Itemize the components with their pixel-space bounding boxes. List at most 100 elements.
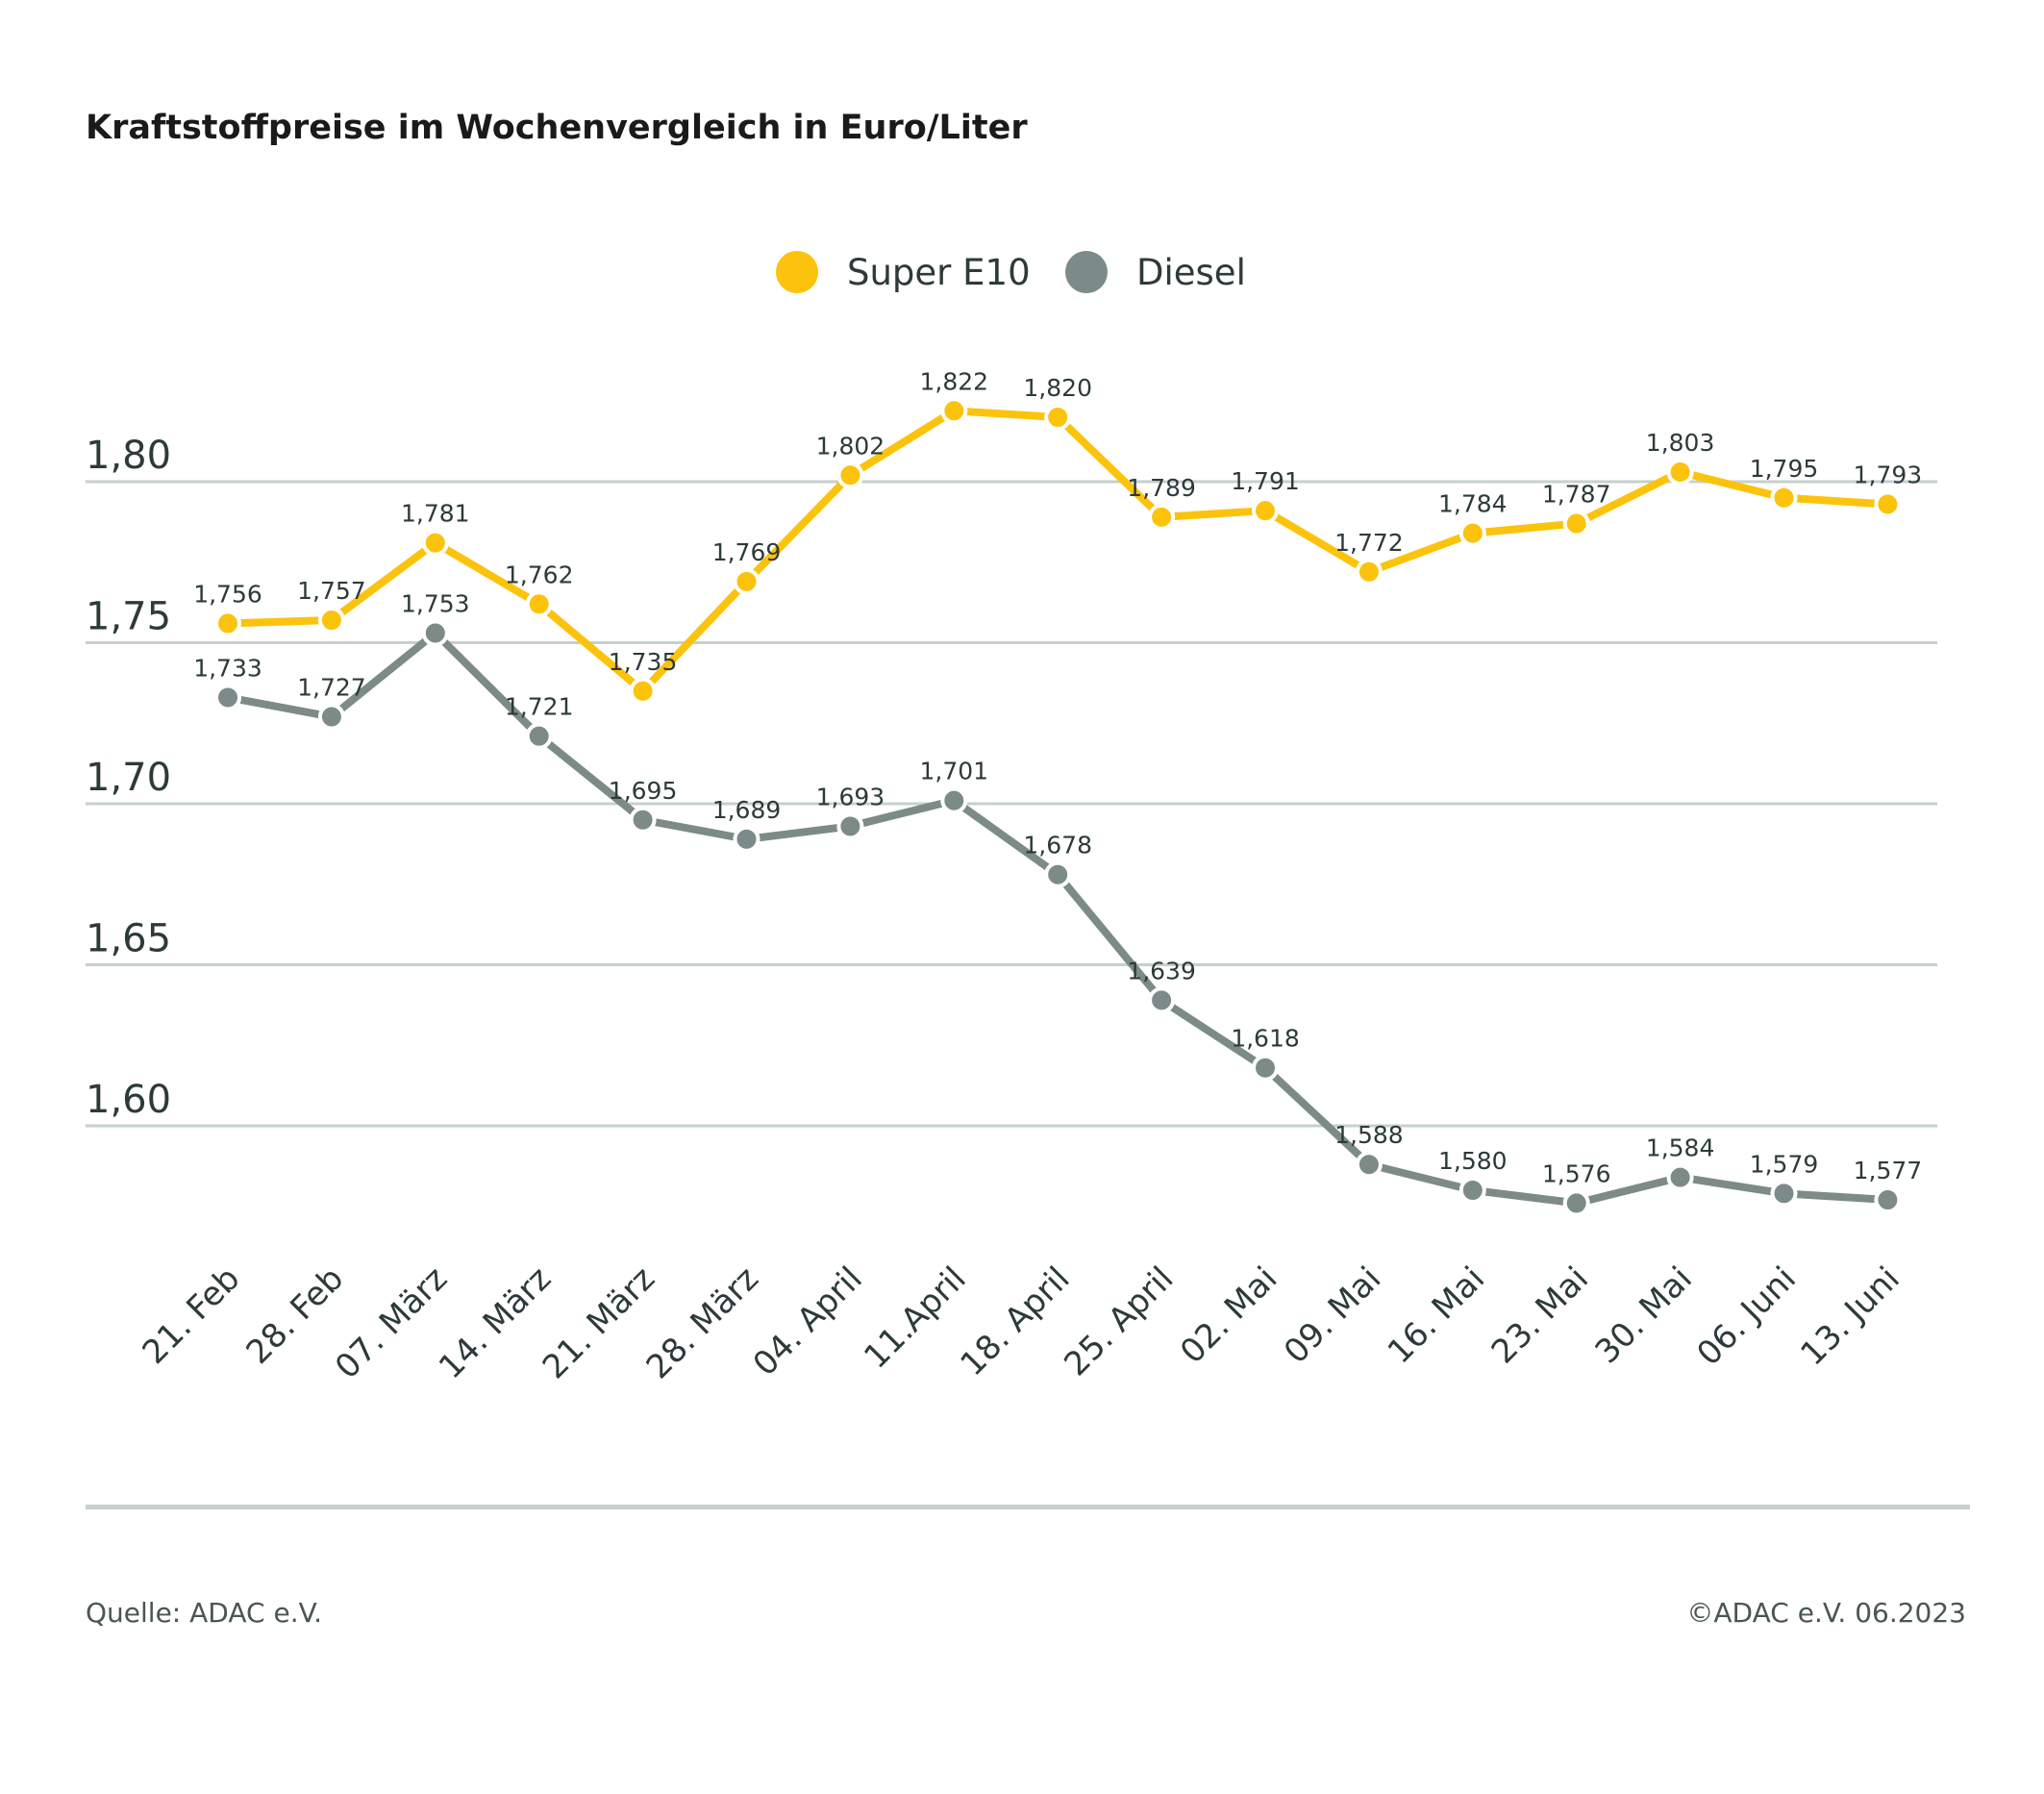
x-tick-label: 28. März (639, 1259, 766, 1386)
data-label: 1,787 (1542, 481, 1611, 509)
y-tick-label: 1,80 (86, 434, 171, 478)
x-tick-label: 14. März (432, 1259, 559, 1386)
data-label: 1,579 (1750, 1150, 1819, 1178)
data-point (629, 677, 657, 705)
x-tick-label: 07. März (328, 1259, 455, 1386)
series-super-e10: 1,756 1,757 1,781 1,762 1,735 1,769 1,802 1,822… (193, 367, 1923, 705)
data-label: 1,693 (816, 783, 885, 810)
data-label: 1,733 (193, 654, 262, 682)
data-label: 1,781 (401, 500, 470, 528)
data-point (1148, 503, 1176, 531)
legend: Super E10 Diesel (776, 251, 1246, 293)
y-tick-label: 1,65 (86, 917, 171, 961)
data-point (733, 825, 760, 853)
data-label: 1,762 (505, 561, 574, 588)
data-point (1770, 1180, 1798, 1208)
bottom-rule (86, 1505, 1970, 1509)
x-tick-label: 02. Mai (1173, 1259, 1284, 1371)
data-point (525, 722, 553, 750)
x-tick-label: 21. März (536, 1259, 662, 1386)
data-label: 1,689 (712, 796, 782, 824)
data-label: 1,618 (1231, 1025, 1300, 1053)
grid: 1,80 1,75 1,70 1,65 1,60 (86, 434, 1937, 1128)
data-point (1562, 510, 1590, 537)
data-label: 1,721 (505, 693, 574, 721)
y-tick-label: 1,60 (86, 1078, 171, 1122)
data-label: 1,695 (609, 777, 678, 805)
data-label: 1,580 (1438, 1147, 1508, 1175)
copyright-note: ©ADAC e.V. 06.2023 (1686, 1597, 1966, 1629)
data-point (940, 786, 968, 814)
x-tick-label: 30. Mai (1588, 1259, 1700, 1371)
y-tick-label: 1,75 (86, 595, 171, 639)
data-label: 1,576 (1542, 1159, 1611, 1187)
series-line (227, 407, 1888, 695)
data-label: 1,584 (1646, 1134, 1715, 1162)
data-label: 1,803 (1646, 429, 1715, 457)
data-label: 1,822 (920, 367, 989, 395)
source-note: Quelle: ADAC e.V. (86, 1597, 322, 1629)
series-group: 1,756 1,757 1,781 1,762 1,735 1,769 1,802 1,822… (193, 367, 1923, 1217)
legend-marker-super-e10 (776, 251, 818, 293)
x-tick-label: 13. Juni (1793, 1259, 1907, 1373)
data-label: 1,784 (1438, 490, 1508, 518)
x-tick-label: 18. April (953, 1259, 1077, 1383)
data-point (1355, 558, 1383, 586)
data-point (214, 684, 241, 711)
data-label: 1,678 (1023, 832, 1092, 860)
data-label: 1,727 (297, 674, 366, 702)
data-point (1770, 484, 1798, 511)
data-label: 1,701 (920, 758, 989, 785)
data-label: 1,756 (193, 580, 262, 608)
data-point (629, 806, 657, 834)
data-point (1044, 860, 1072, 888)
legend-label-diesel: Diesel (1136, 252, 1246, 293)
data-point (940, 397, 968, 425)
data-point (421, 529, 449, 557)
data-point (1252, 1054, 1279, 1082)
data-label: 1,789 (1127, 474, 1196, 502)
data-point (525, 590, 553, 618)
data-label: 1,588 (1334, 1121, 1404, 1149)
data-label: 1,735 (609, 648, 678, 676)
data-label: 1,772 (1334, 529, 1404, 557)
data-point (1044, 404, 1072, 431)
chart-title: Kraftstoffpreise im Wochenvergleich in E… (86, 109, 1028, 147)
y-tick-label: 1,70 (86, 756, 171, 800)
data-point (1874, 490, 1902, 518)
data-point (1562, 1189, 1590, 1217)
legend-label-super-e10: Super E10 (847, 252, 1031, 293)
data-point (214, 610, 241, 637)
data-point (317, 703, 345, 731)
data-label: 1,820 (1023, 374, 1092, 402)
data-label: 1,802 (816, 432, 885, 460)
x-tick-label: 09. Mai (1277, 1259, 1388, 1371)
data-point (1148, 986, 1176, 1014)
data-label: 1,769 (712, 538, 782, 566)
series-diesel: 1,733 1,727 1,753 1,721 1,695 1,689 1,693 1,701… (193, 589, 1923, 1217)
series-line (227, 629, 1888, 1208)
x-tick-label: 16. Mai (1381, 1259, 1492, 1371)
data-point (733, 567, 760, 595)
data-point (1458, 1177, 1486, 1204)
data-point (317, 607, 345, 635)
data-label: 1,577 (1854, 1157, 1923, 1184)
data-point (1874, 1186, 1902, 1214)
data-label: 1,793 (1854, 461, 1923, 488)
x-tick-label: 04. April (746, 1259, 870, 1383)
x-tick-label: 21. Feb (136, 1259, 248, 1372)
data-point (1666, 1163, 1694, 1191)
data-point (421, 619, 449, 647)
data-point (1252, 497, 1279, 525)
data-label: 1,795 (1750, 455, 1819, 483)
data-label: 1,639 (1127, 957, 1196, 984)
data-point (1458, 519, 1486, 547)
x-tick-label: 06. Juni (1689, 1259, 1803, 1373)
data-label: 1,791 (1231, 467, 1300, 495)
data-label: 1,757 (297, 577, 366, 605)
x-tick-label: 25. April (1057, 1259, 1181, 1383)
data-point (1666, 458, 1694, 486)
x-tick-label: 23. Mai (1484, 1259, 1596, 1371)
